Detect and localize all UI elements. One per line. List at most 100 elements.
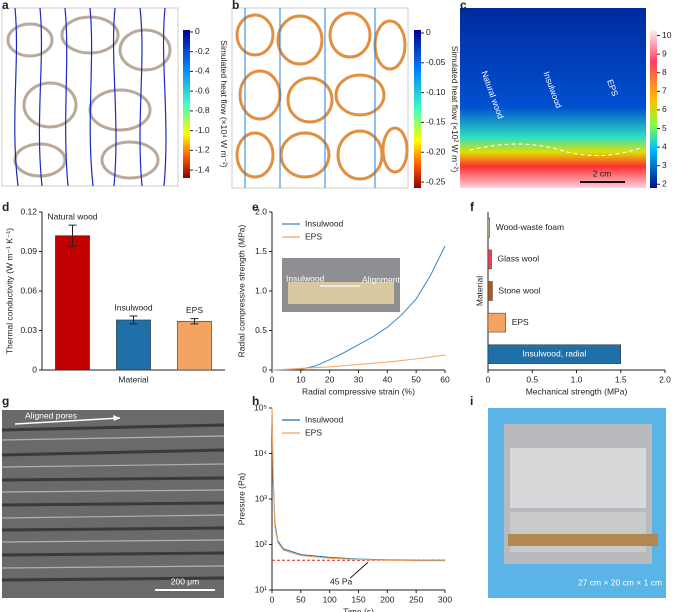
colorbar-tick-label: 9	[662, 48, 667, 58]
colorbar-tick-label: -0.8	[195, 105, 210, 115]
x-tick-label: 0	[270, 374, 275, 384]
colorbar-tick-label: 7	[662, 86, 667, 96]
y-tick-label: 1.5	[255, 246, 267, 256]
bar	[55, 235, 90, 371]
x-tick-label: 0	[270, 594, 275, 604]
panel-letter: h	[252, 394, 259, 408]
category-label: Insulwood	[114, 302, 153, 312]
x-tick-label: 200	[380, 594, 394, 604]
category-label: EPS	[186, 305, 203, 315]
thermal-image-c	[460, 8, 646, 188]
colorbar-label: Simulated heat flow (×10⁴ W m⁻²)	[219, 40, 229, 168]
dashed-contour	[469, 143, 641, 156]
x-tick-label: 150	[351, 594, 365, 604]
panel-letter: c	[460, 0, 467, 12]
category-label: Insulwood, radial	[522, 348, 586, 358]
y-axis-label: Pressure (Pa)	[236, 473, 246, 526]
colorbar	[183, 30, 190, 178]
colorbar-tick-label: -0.6	[195, 85, 210, 95]
legend-label: Insulwood	[305, 414, 344, 424]
bar	[116, 319, 151, 371]
colorbar-tick-label: -0.15	[426, 117, 446, 127]
colorbar-tick-label: 5	[662, 123, 667, 133]
reference-arrow	[349, 561, 369, 579]
panel-letter: e	[252, 200, 259, 214]
y-tick-label: 10⁴	[254, 448, 267, 458]
y-axis-label: Radial compressive strength (MPa)	[236, 224, 246, 357]
category-label: Stone wool	[498, 285, 540, 295]
colorbar-tick-label: 10	[662, 30, 672, 40]
panel-letter: f	[470, 200, 475, 214]
legend-label: Insulwood	[305, 218, 344, 228]
bar	[487, 218, 491, 238]
colorbar-tick-label: -0.4	[195, 66, 210, 76]
x-tick-label: 1.0	[571, 374, 583, 384]
x-tick-label: 300	[438, 594, 452, 604]
colorbar	[414, 30, 421, 188]
simulation-image-a	[1, 7, 179, 187]
y-tick-label: 0.09	[20, 246, 37, 256]
y-tick-label: 0	[32, 364, 37, 374]
colorbar-tick-label: -0.05	[426, 57, 446, 67]
colorbar-tick-label: -0.2	[195, 46, 210, 56]
sem-image-g	[1, 410, 225, 598]
x-axis-label: Time (s)	[343, 606, 374, 612]
error-bar	[129, 315, 138, 325]
x-axis-label: Radial compressive strain (%)	[302, 386, 415, 396]
y-tick-label: 10¹	[255, 584, 267, 594]
simulation-image-b	[231, 7, 409, 189]
category-label: Wood-waste foam	[496, 222, 564, 232]
legend-label: EPS	[305, 231, 322, 241]
x-tick-label: 60	[440, 374, 450, 384]
x-tick-label: 40	[383, 374, 393, 384]
reference-label: 45 Pa	[330, 577, 352, 587]
colorbar-tick-label: 6	[662, 104, 667, 114]
colorbar-tick-label: -0.20	[426, 146, 446, 156]
data-line	[271, 354, 446, 371]
inset-label: Insulwood	[286, 273, 325, 283]
colorbar-tick-label: -0.10	[426, 87, 446, 97]
y-tick-label: 10³	[255, 493, 267, 503]
panel-letter: d	[2, 200, 9, 214]
x-tick-label: 20	[325, 374, 335, 384]
bar	[487, 249, 492, 270]
colorbar-label: Simulated heat flow (×10² W m⁻²)	[450, 46, 460, 173]
y-axis-label: Thermal conductivity (W m⁻¹ K⁻¹)	[4, 228, 14, 354]
colorbar-tick-label: 3	[662, 160, 667, 170]
colorbar-tick-label: -1.0	[195, 125, 210, 135]
panel-letter: i	[470, 394, 473, 408]
x-axis-label: Mechanical strength (MPa)	[526, 386, 628, 396]
bar	[487, 344, 621, 364]
colorbar-tick-label: 8	[662, 67, 667, 77]
x-tick-label: 50	[411, 374, 421, 384]
y-axis-label: Material	[474, 276, 484, 306]
colorbar-tick-label: 0	[195, 26, 200, 36]
y-tick-label: 0.03	[20, 325, 37, 335]
error-bar	[190, 318, 199, 325]
inset-label: Alignment	[362, 274, 400, 284]
photo-i	[488, 408, 666, 598]
y-tick-label: 0.06	[20, 285, 37, 295]
colorbar-tick-label: -0.25	[426, 176, 446, 186]
y-tick-label: 0.12	[20, 206, 37, 216]
scale-bar-label: 200 μm	[171, 576, 200, 586]
colorbar-tick-label: 0	[426, 27, 431, 37]
panel-letter: g	[2, 394, 9, 408]
colorbar-tick-label: 2	[662, 179, 667, 189]
y-tick-label: 10²	[255, 539, 267, 549]
category-label: EPS	[512, 317, 529, 327]
image-annotation: Aligned pores	[25, 410, 77, 420]
image-caption: 27 cm × 20 cm × 1 cm	[578, 577, 662, 587]
x-tick-label: 50	[296, 594, 306, 604]
bar	[487, 281, 493, 301]
y-tick-label: 2.0	[255, 206, 267, 216]
inset-sample	[288, 282, 394, 304]
bar	[487, 312, 506, 333]
y-tick-label: 0.5	[255, 325, 267, 335]
panel-letter: a	[2, 0, 9, 12]
error-bar	[68, 224, 77, 247]
x-axis-label: Material	[118, 374, 148, 384]
y-tick-label: 1.0	[255, 285, 267, 295]
y-tick-label: 0	[262, 364, 267, 374]
